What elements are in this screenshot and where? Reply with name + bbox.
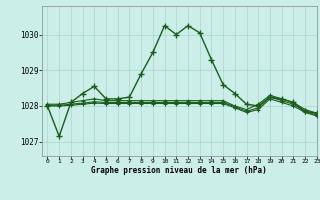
X-axis label: Graphe pression niveau de la mer (hPa): Graphe pression niveau de la mer (hPa) [91, 166, 267, 175]
